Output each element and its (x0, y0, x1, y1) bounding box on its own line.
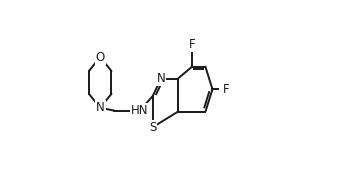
Text: F: F (189, 38, 195, 51)
Text: N: N (96, 101, 105, 114)
Text: S: S (149, 121, 156, 134)
Text: F: F (223, 83, 229, 96)
Text: O: O (96, 51, 105, 64)
Text: HN: HN (131, 104, 149, 117)
Text: N: N (157, 72, 165, 85)
